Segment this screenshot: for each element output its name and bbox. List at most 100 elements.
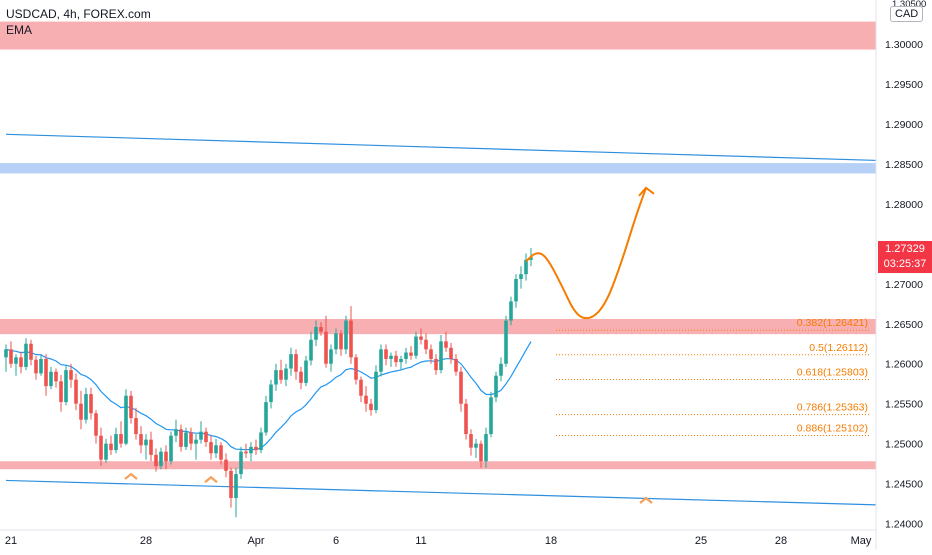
indicator-label[interactable]: EMA xyxy=(6,23,33,37)
candle-body xyxy=(299,371,303,383)
trendline-0 xyxy=(5,133,932,163)
candle-body xyxy=(529,257,533,260)
candle-body xyxy=(279,370,283,380)
candle-body xyxy=(109,443,113,451)
candle-body xyxy=(304,360,308,383)
candle-body xyxy=(99,435,103,460)
candle-body xyxy=(514,278,518,302)
markers-layer xyxy=(124,472,653,504)
caret-marker-1 xyxy=(204,475,218,484)
candle-body xyxy=(169,435,173,462)
candle-body xyxy=(209,442,213,454)
candle-body xyxy=(69,370,73,380)
candle-body xyxy=(394,355,398,363)
candle-body xyxy=(189,432,193,444)
candle-body xyxy=(244,451,248,454)
candle-body xyxy=(364,395,368,404)
y-tick-label: 1.26000 xyxy=(885,359,923,371)
y-tick-label: 1.26500 xyxy=(885,319,923,331)
candle-body xyxy=(194,439,198,444)
candle-body xyxy=(484,434,488,462)
x-tick-label: 28 xyxy=(775,535,787,547)
candle-body xyxy=(324,331,328,364)
candle-body xyxy=(234,474,238,499)
x-tick-label: 28 xyxy=(140,535,152,547)
candle-body xyxy=(204,431,208,443)
x-tick-label: 21 xyxy=(5,535,17,547)
candle-body xyxy=(24,343,28,367)
candles-layer xyxy=(4,247,533,518)
y-tick-label: 1.28500 xyxy=(885,159,923,171)
candle-body xyxy=(449,347,453,359)
y-tick-label: 1.25000 xyxy=(885,439,923,451)
candle-body xyxy=(379,349,383,372)
candle-body xyxy=(264,402,268,433)
zone-red-2 xyxy=(0,318,876,335)
candle-body xyxy=(74,379,78,404)
candle-body xyxy=(154,454,158,467)
candle-body xyxy=(489,397,493,435)
x-tick-label: 11 xyxy=(415,535,426,547)
time-axis[interactable]: 2128Apr611182528May4 xyxy=(0,529,932,547)
candle-body xyxy=(164,451,168,462)
candle-body xyxy=(119,434,123,444)
candle-body xyxy=(314,326,318,340)
candle-body xyxy=(439,341,443,371)
fib-label-2: 0.618(1.25803) xyxy=(797,366,868,378)
candle-body xyxy=(129,395,133,419)
candle-body xyxy=(284,368,288,380)
candle-body xyxy=(84,394,88,420)
price-axis[interactable]: 1.24000 1.24500 1.25000 1.25500 1.26000 1.265… xyxy=(875,0,932,550)
candle-body xyxy=(289,354,293,369)
candle-body xyxy=(444,341,448,348)
candle-body xyxy=(464,403,468,435)
candle-body xyxy=(434,358,438,371)
candle-body xyxy=(454,358,458,372)
candle-body xyxy=(144,439,148,446)
price-axis-bg xyxy=(876,0,932,550)
projection-arrowhead xyxy=(638,186,655,197)
candle-body xyxy=(29,343,33,360)
zone-blue-1 xyxy=(0,163,876,174)
y-tick-label: 1.25500 xyxy=(885,399,923,411)
candle-body xyxy=(414,336,418,356)
candle-body xyxy=(139,434,143,446)
fib-layer: 0.382(1.26421) 0.5(1.26112) 0.618(1.25803)… xyxy=(556,317,870,437)
symbol-title[interactable]: USDCAD, 4h, FOREX.com xyxy=(6,7,151,21)
candle-body xyxy=(19,357,23,367)
candle-body xyxy=(59,381,63,403)
candle-countdown: 03:25:37 xyxy=(883,258,927,271)
last-price-value: 1.27329 xyxy=(885,243,925,256)
trendlines-layer xyxy=(5,133,932,508)
y-tick-label: 1.24500 xyxy=(885,479,923,491)
y-tick-label: 1.27000 xyxy=(885,279,923,291)
candle-body xyxy=(349,320,353,358)
candle-body xyxy=(254,446,258,451)
candle-body xyxy=(319,326,323,332)
candle-body xyxy=(159,451,163,467)
ema-line xyxy=(5,341,532,451)
y-tick-label: 1.28000 xyxy=(885,199,923,211)
zone-red-3 xyxy=(0,461,876,470)
trendline-1 xyxy=(5,479,932,508)
y-tick-label: 1.29000 xyxy=(885,119,923,131)
candle-body xyxy=(334,333,338,350)
projection-path xyxy=(525,187,647,320)
candle-body xyxy=(274,370,278,385)
candle-body xyxy=(79,403,83,420)
candle-body xyxy=(369,403,373,411)
candle-body xyxy=(174,429,178,436)
candle-body xyxy=(344,320,348,350)
candle-body xyxy=(329,349,333,364)
currency-label[interactable]: CAD xyxy=(890,6,924,22)
candle-body xyxy=(104,443,108,460)
candle-body xyxy=(399,358,403,363)
candle-body xyxy=(44,358,48,387)
candle-body xyxy=(249,446,253,454)
candle-body xyxy=(519,274,523,279)
caret-marker-0 xyxy=(124,472,138,480)
candle-body xyxy=(179,429,183,447)
fib-label-4: 0.886(1.25102) xyxy=(797,423,868,435)
